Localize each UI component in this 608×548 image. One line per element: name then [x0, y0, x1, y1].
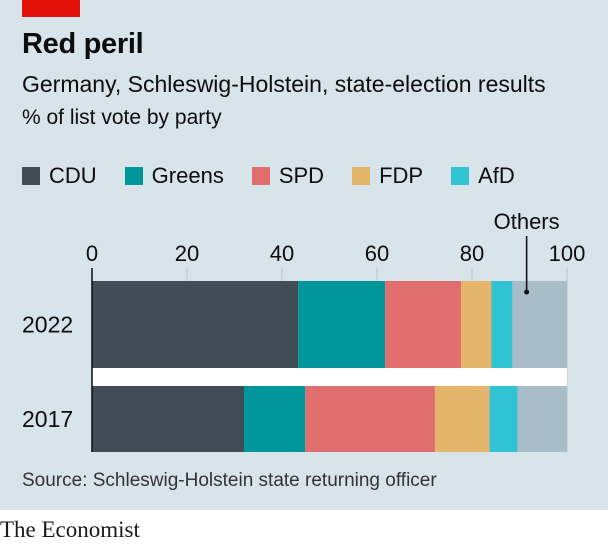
legend-label: SPD [278, 163, 325, 188]
legend-swatch [451, 167, 470, 185]
x-tick-label: 80 [460, 241, 484, 266]
bar-separator [92, 368, 567, 386]
bar-fdp-2022 [461, 281, 492, 368]
legend-item-greens: Greens [124, 163, 224, 189]
bar-spd-2017 [305, 386, 435, 452]
x-tick-label: 40 [270, 241, 294, 266]
x-tick-label: 60 [365, 241, 389, 266]
bar-fdp-2017 [434, 386, 490, 452]
legend-label: CDU [49, 163, 97, 188]
bar-greens-2022 [298, 281, 386, 368]
category-label-2017: 2017 [22, 406, 73, 432]
legend-label: AfD [478, 163, 515, 188]
legend-item-cdu: CDU [22, 163, 97, 189]
legend-swatch [352, 167, 371, 185]
x-tick-label: 20 [175, 241, 199, 266]
legend-swatch [22, 167, 40, 185]
legend-label: FDP [379, 163, 424, 188]
chart-subtitle: Germany, Schleswig-Holstein, state-elect… [22, 71, 546, 97]
legend-item-spd: SPD [251, 163, 325, 189]
bar-others-2017 [517, 386, 567, 452]
legend-label: Greens [151, 163, 224, 188]
bar-others-2022 [512, 281, 567, 368]
brand-wordmark: The Economist [0, 517, 140, 542]
stacked-bar-chart: 0 20 40 60 80 100 2022 2017 Others [22, 209, 586, 452]
annotation-others: Others [494, 209, 560, 234]
x-tick-label: 0 [86, 241, 98, 266]
brand-accent-tag [22, 0, 80, 17]
bar-spd-2022 [385, 281, 462, 368]
legend-item-afd: AfD [451, 163, 515, 189]
chart-legend: CDU Greens SPD FDP AfD [22, 162, 543, 190]
chart-title: Red peril [22, 28, 144, 60]
bar-greens-2017 [244, 386, 306, 452]
legend-swatch [124, 167, 143, 185]
bar-afd-2017 [489, 386, 518, 452]
x-tick-label: 100 [549, 241, 586, 266]
source-note: Source: Schleswig-Holstein state returni… [22, 470, 437, 491]
legend-item-fdp: FDP [352, 163, 423, 189]
legend-swatch [251, 167, 270, 185]
bar-afd-2022 [491, 281, 513, 368]
annotation-leader-dot [524, 289, 530, 295]
category-label-2022: 2022 [22, 312, 73, 338]
chart-unit-note: % of list vote by party [22, 106, 222, 129]
bar-cdu-2017 [92, 386, 244, 452]
bar-cdu-2022 [92, 281, 299, 368]
